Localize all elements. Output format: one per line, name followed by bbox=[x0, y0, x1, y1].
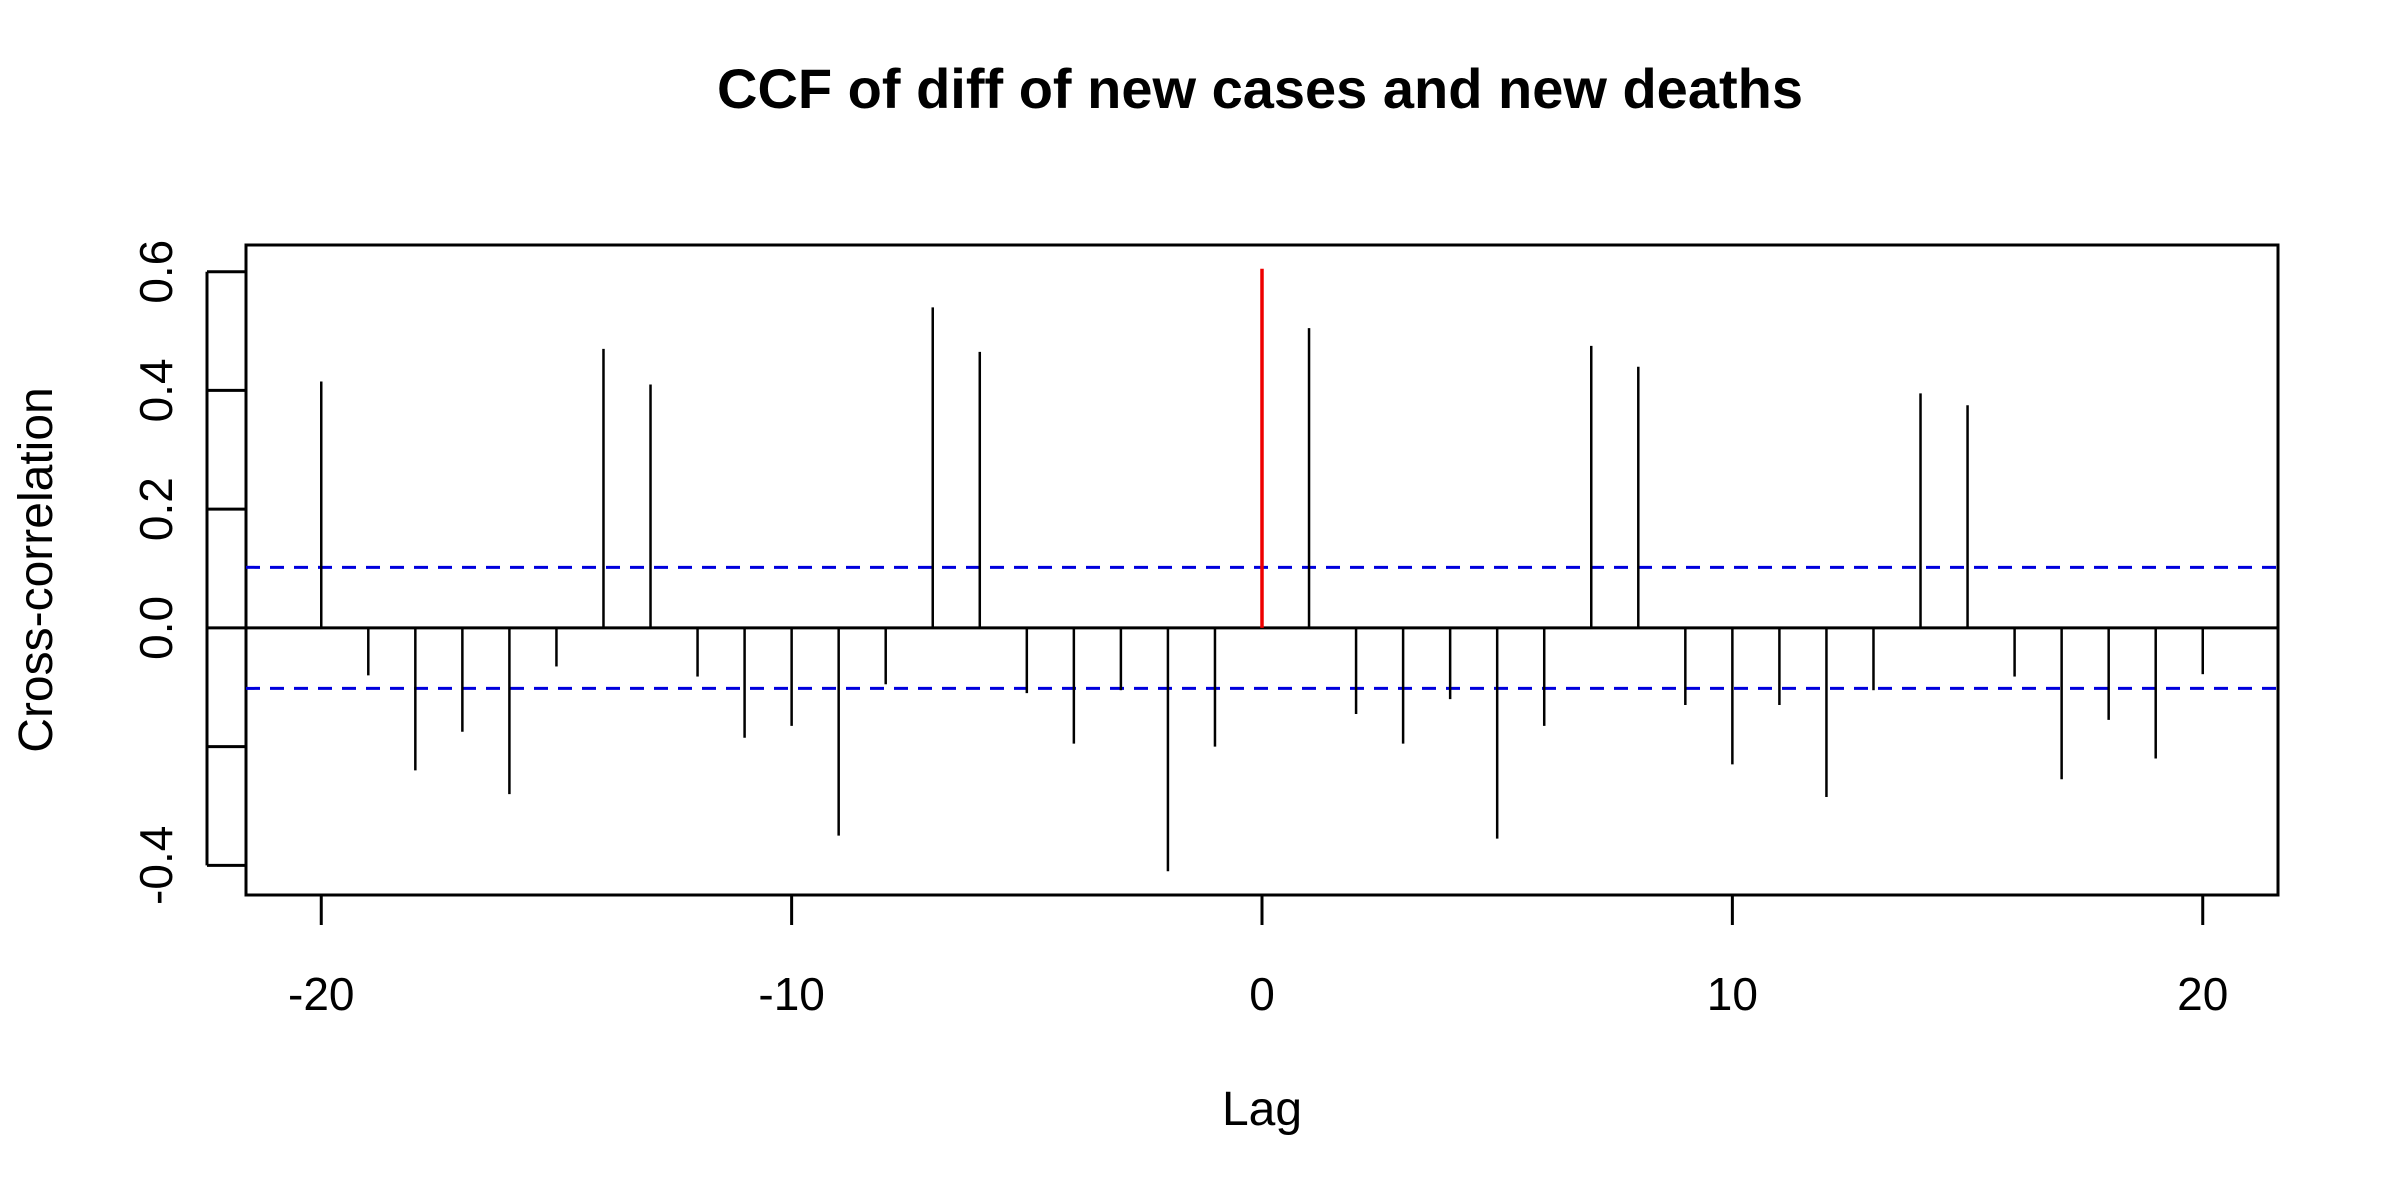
x-tick-label: -20 bbox=[288, 968, 354, 1020]
x-axis-label: Lag bbox=[1222, 1083, 1302, 1136]
x-tick-label: -10 bbox=[758, 968, 824, 1020]
y-tick-label: 0.4 bbox=[130, 358, 182, 422]
x-tick-label: 20 bbox=[2177, 968, 2228, 1020]
y-tick-label: 0.6 bbox=[130, 240, 182, 304]
y-tick-label: -0.4 bbox=[130, 826, 182, 905]
x-axis: -20 -10 0 10 20 bbox=[288, 895, 2228, 1020]
ccf-bars bbox=[320, 268, 2204, 872]
y-axis: -0.4 0.0 0.2 0.4 0.6 bbox=[130, 240, 246, 905]
x-tick-label: 10 bbox=[1707, 968, 1758, 1020]
x-tick-label: 0 bbox=[1249, 968, 1275, 1020]
chart-title: CCF of diff of new cases and new deaths bbox=[717, 57, 1803, 120]
y-axis-label: Cross-correlation bbox=[10, 387, 63, 752]
y-tick-label: 0.2 bbox=[130, 477, 182, 541]
y-tick-label: 0.0 bbox=[130, 596, 182, 660]
